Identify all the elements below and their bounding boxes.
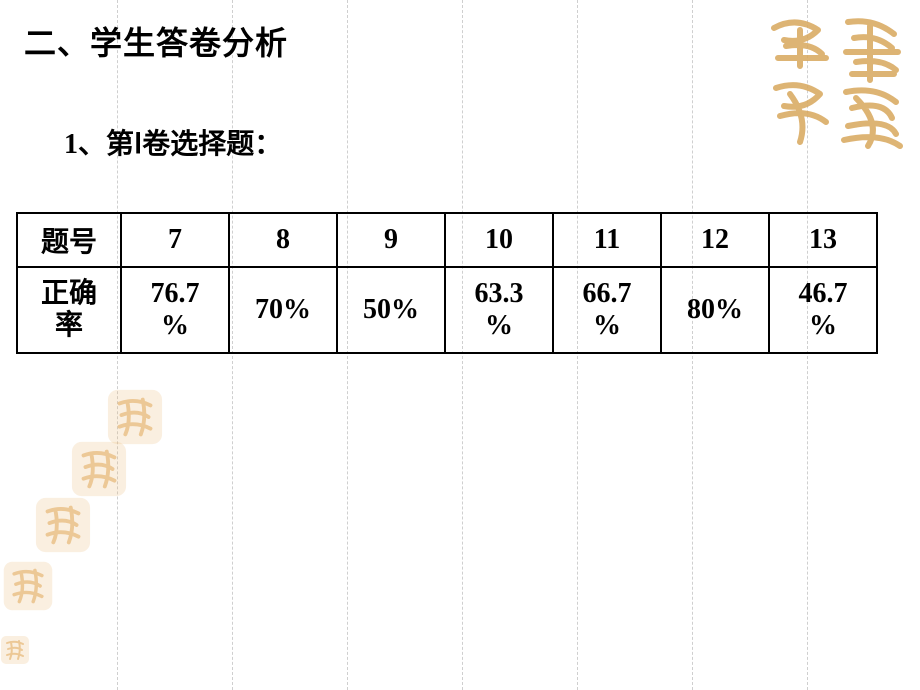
value-line1: 80%: [666, 294, 764, 326]
table-header-row: 题号 7 8 9 10 11 12 13: [17, 213, 877, 267]
header-cell: 11: [553, 213, 661, 267]
value-line1: 70%: [234, 294, 332, 326]
header-cell: 10: [445, 213, 553, 267]
value-line1: 63.3: [450, 278, 548, 310]
header-cell: 13: [769, 213, 877, 267]
row-label-cell: 正确 率: [17, 267, 121, 353]
table-data-row: 正确 率 76.7% 70% 50% 63.3% 66.7% 80% 46.7%: [17, 267, 877, 353]
value-line1: 76.7: [126, 278, 224, 310]
header-label-cell: 题号: [17, 213, 121, 267]
value-line2: %: [450, 310, 548, 342]
value-cell: 63.3%: [445, 267, 553, 353]
header-cell: 9: [337, 213, 445, 267]
value-cell: 76.7%: [121, 267, 229, 353]
value-cell: 50%: [337, 267, 445, 353]
value-line1: 66.7: [558, 278, 656, 310]
value-line1: 50%: [342, 294, 440, 326]
header-cell: 8: [229, 213, 337, 267]
sub-heading: 1、第Ⅰ卷选择题：: [64, 122, 890, 162]
slide-page: 二、学生答卷分析 1、第Ⅰ卷选择题： 题号 7 8 9 10 11 12 13 …: [0, 0, 920, 690]
value-line2: %: [558, 310, 656, 342]
row-label-line2: 率: [22, 310, 116, 342]
accuracy-table-wrap: 题号 7 8 9 10 11 12 13 正确 率 76.7% 70% 50%: [16, 212, 890, 354]
row-label-line1: 正确: [22, 278, 116, 310]
section-heading: 二、学生答卷分析: [24, 18, 890, 64]
seal-stamps-decoration: [0, 382, 180, 682]
header-cell: 7: [121, 213, 229, 267]
value-cell: 66.7%: [553, 267, 661, 353]
value-cell: 80%: [661, 267, 769, 353]
accuracy-table: 题号 7 8 9 10 11 12 13 正确 率 76.7% 70% 50%: [16, 212, 878, 354]
value-cell: 70%: [229, 267, 337, 353]
value-line1: 46.7: [774, 278, 872, 310]
value-line2: %: [126, 310, 224, 342]
header-cell: 12: [661, 213, 769, 267]
value-line2: %: [774, 310, 872, 342]
value-cell: 46.7%: [769, 267, 877, 353]
